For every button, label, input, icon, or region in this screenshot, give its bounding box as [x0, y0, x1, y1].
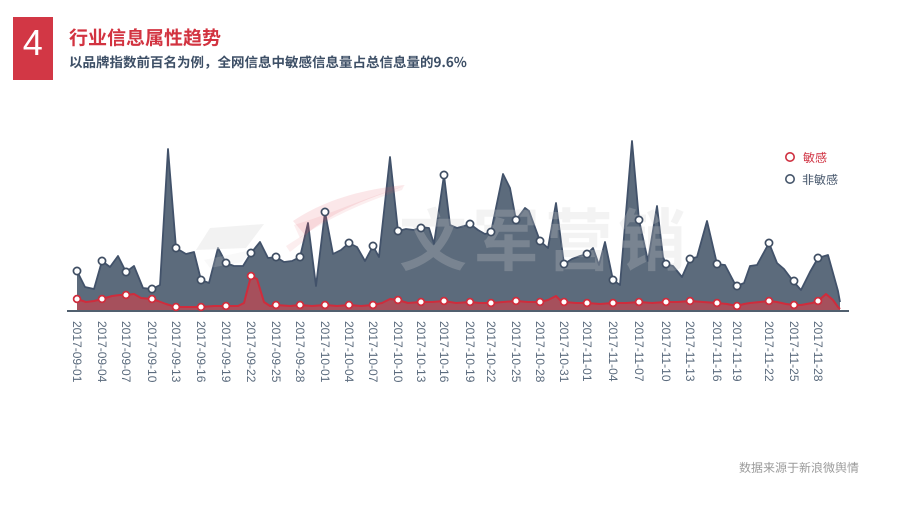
svg-text:2017-09-22: 2017-09-22 — [244, 321, 258, 383]
svg-text:2017-10-25: 2017-10-25 — [509, 321, 523, 383]
svg-text:2017-10-04: 2017-10-04 — [342, 321, 356, 383]
svg-text:2017-10-22: 2017-10-22 — [484, 321, 498, 383]
svg-text:2017-09-07: 2017-09-07 — [119, 321, 133, 383]
svg-text:2017-09-28: 2017-09-28 — [293, 321, 307, 383]
svg-text:2017-10-13: 2017-10-13 — [414, 321, 428, 383]
svg-text:2017-09-04: 2017-09-04 — [95, 321, 109, 383]
svg-text:2017-09-19: 2017-09-19 — [219, 321, 233, 383]
svg-text:2017-09-25: 2017-09-25 — [269, 321, 283, 383]
svg-text:2017-11-10: 2017-11-10 — [659, 321, 673, 382]
svg-text:2017-10-31: 2017-10-31 — [557, 321, 571, 383]
svg-text:2017-11-01: 2017-11-01 — [580, 321, 594, 382]
svg-text:2017-09-16: 2017-09-16 — [194, 321, 208, 383]
svg-text:2017-11-28: 2017-11-28 — [811, 321, 825, 382]
svg-text:2017-10-07: 2017-10-07 — [366, 321, 380, 383]
svg-text:2017-11-25: 2017-11-25 — [787, 321, 801, 382]
svg-text:2017-09-13: 2017-09-13 — [169, 321, 183, 383]
svg-text:2017-11-13: 2017-11-13 — [683, 321, 697, 382]
svg-text:2017-10-16: 2017-10-16 — [437, 321, 451, 383]
svg-text:2017-09-10: 2017-09-10 — [145, 321, 159, 383]
svg-text:2017-10-01: 2017-10-01 — [318, 321, 332, 383]
svg-text:2017-09-01: 2017-09-01 — [70, 321, 84, 383]
svg-text:2017-10-28: 2017-10-28 — [533, 321, 547, 383]
svg-text:2017-11-04: 2017-11-04 — [606, 321, 620, 382]
svg-text:2017-11-22: 2017-11-22 — [762, 321, 776, 382]
svg-text:2017-11-16: 2017-11-16 — [710, 321, 724, 382]
svg-text:2017-11-19: 2017-11-19 — [730, 321, 744, 382]
svg-text:2017-11-07: 2017-11-07 — [632, 321, 646, 382]
svg-text:2017-10-19: 2017-10-19 — [463, 321, 477, 383]
svg-text:2017-10-10: 2017-10-10 — [391, 321, 405, 383]
